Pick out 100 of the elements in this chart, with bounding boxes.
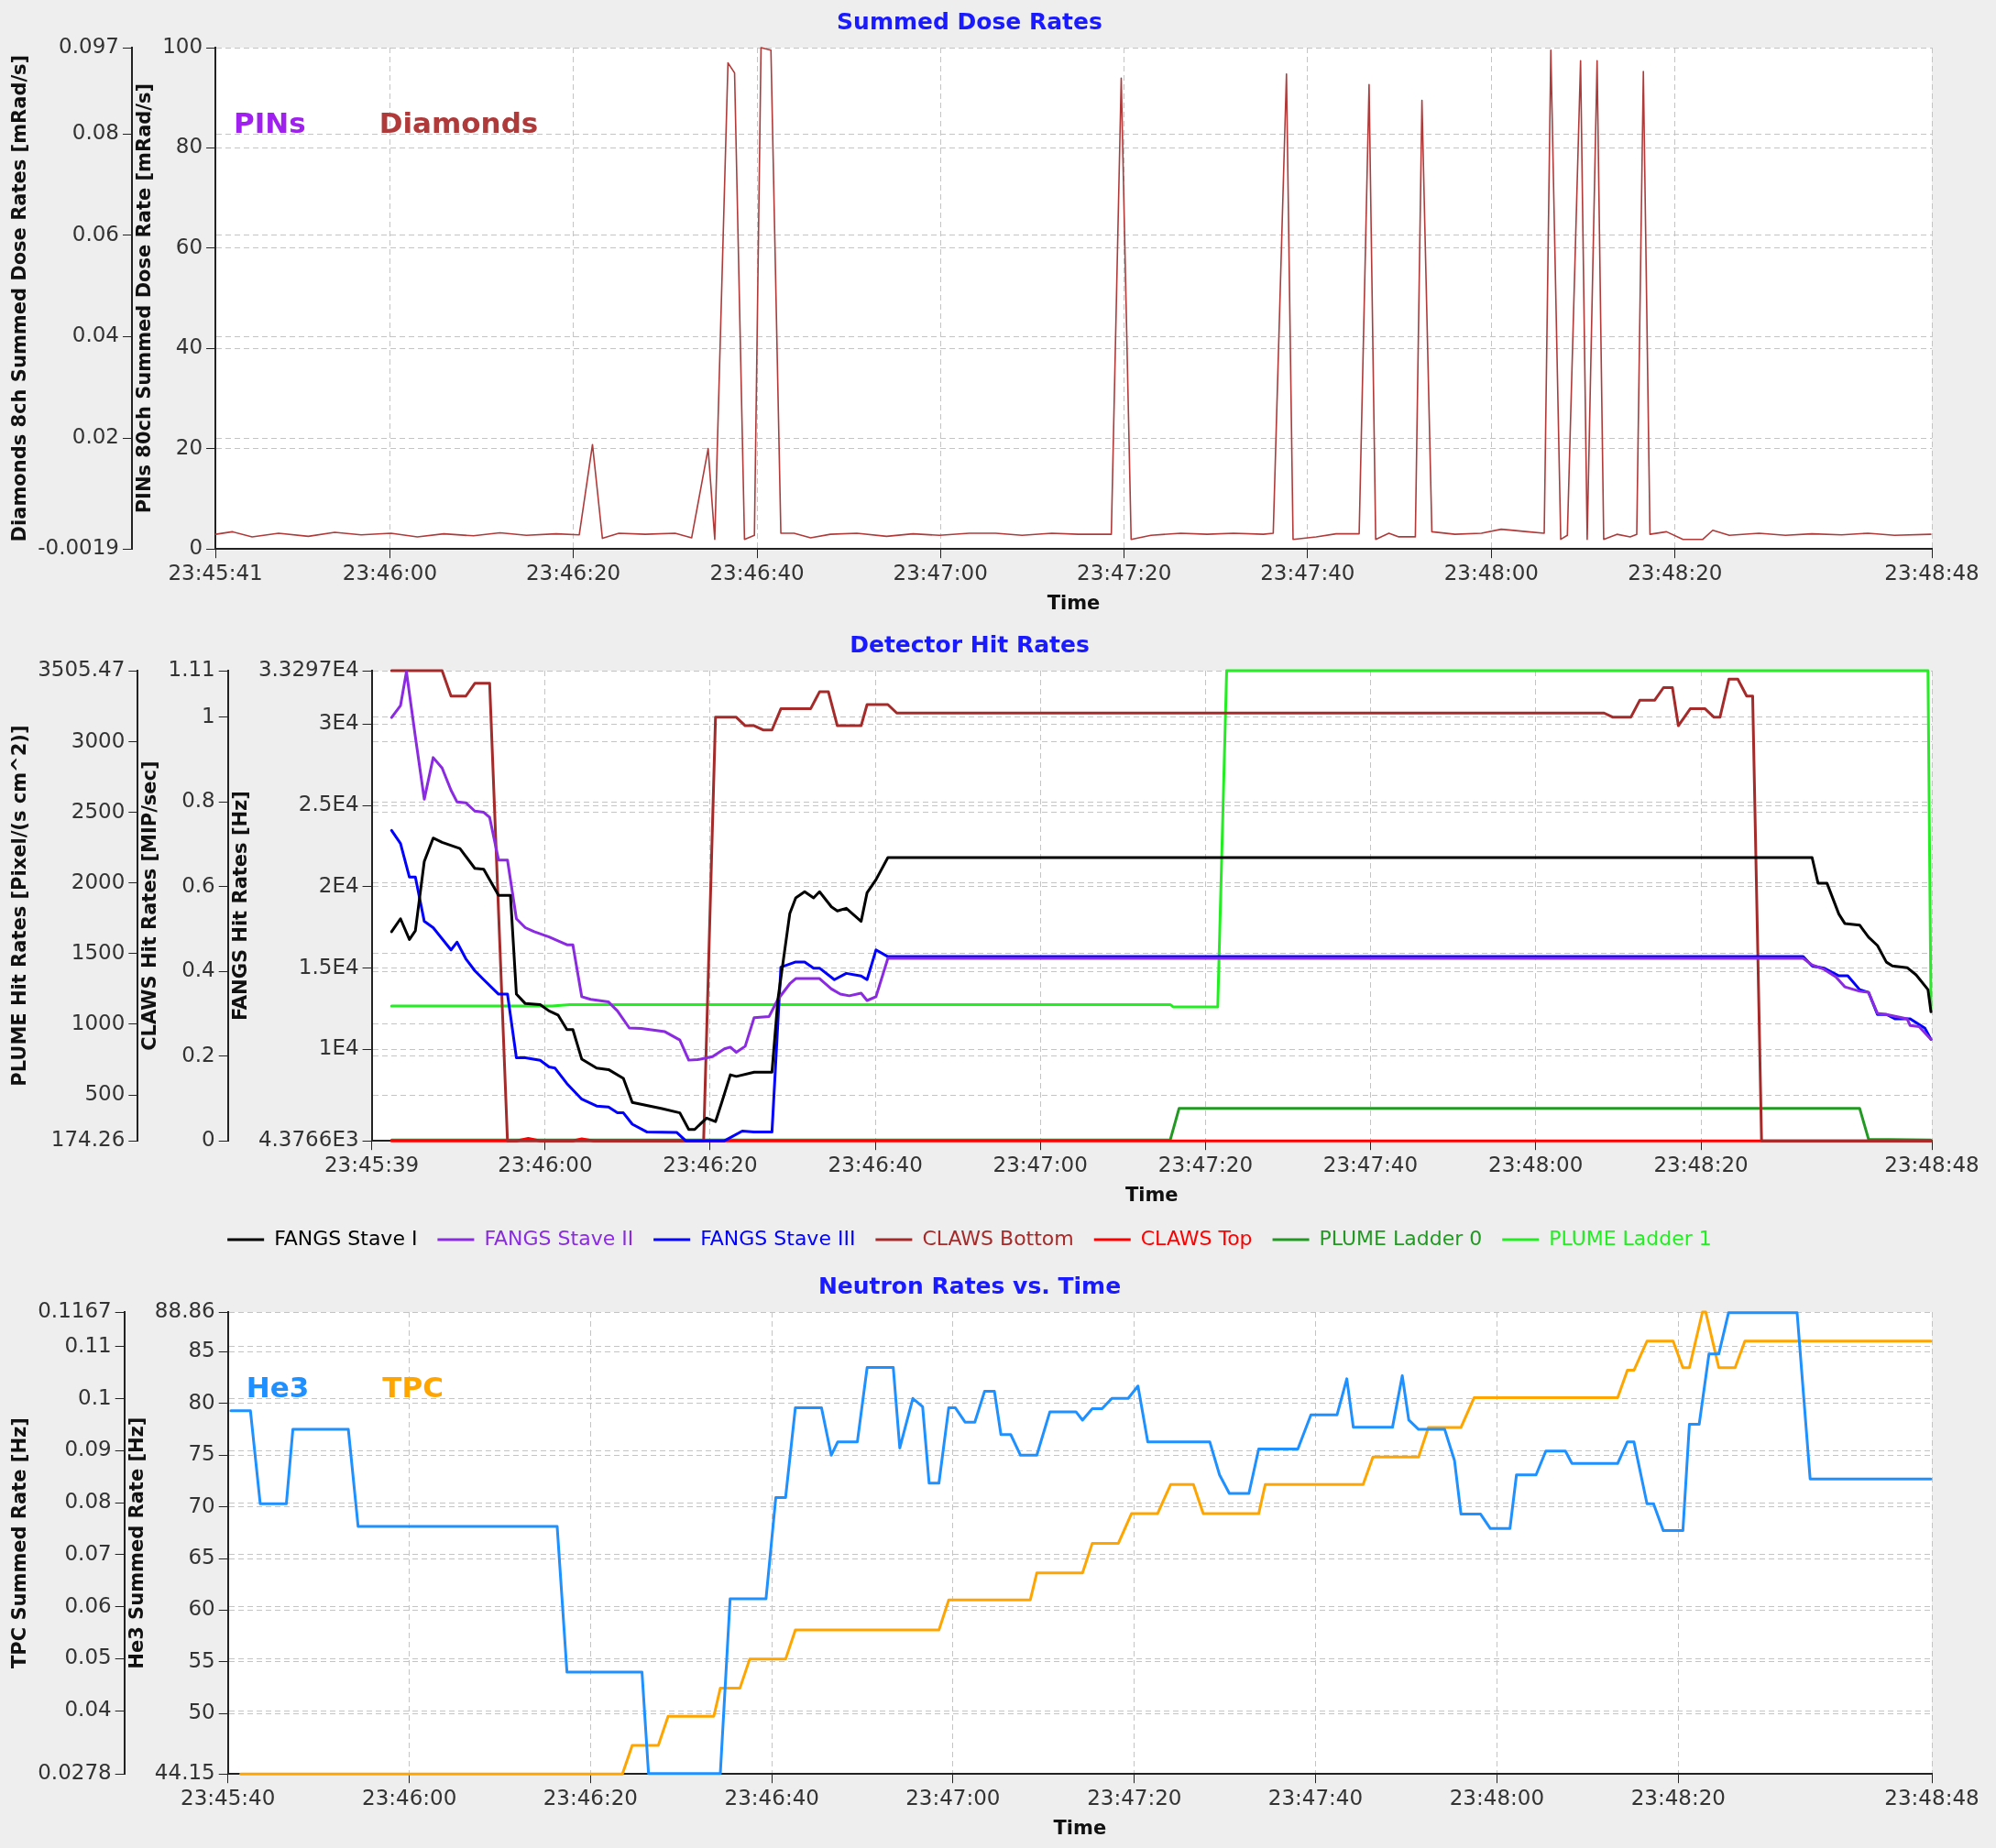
y-tick-label: 0.08 [71,120,119,145]
y2-tick-label: 0.6 [181,872,215,897]
x-tick-label: 23:45:40 [181,1785,276,1810]
y-tick-label: 0.04 [64,1696,112,1721]
y2-tick-label: 20 [175,434,203,459]
x-tick-label: 23:48:00 [1488,1152,1584,1176]
chart-title: Detector Hit Rates [850,630,1090,658]
y-tick-label: 0.0278 [38,1760,112,1785]
y3-tick-label: 1E4 [318,1035,359,1060]
x-tick-label: 23:46:40 [828,1152,923,1176]
y-tick-label: 0.06 [64,1592,112,1617]
y2-tick-label: 75 [188,1441,215,1466]
x-tick-label: 23:48:00 [1449,1785,1545,1810]
legend-label: CLAWS Bottom [922,1226,1074,1250]
y-tick-label: 2000 [71,869,126,893]
x-tick-label: 23:46:20 [525,560,621,585]
text: TPC [382,1371,444,1405]
x-tick-label: 23:48:20 [1653,1152,1749,1176]
y-tick-label: 0.07 [64,1540,112,1565]
y2-tick-label: 1.11 [168,656,215,681]
x-tick-label: 23:45:41 [168,560,263,585]
y3-tick-label: 3E4 [318,710,359,735]
x-axis-title: Time [1047,591,1101,614]
y-tick-label: 2500 [71,798,126,823]
y3-tick-label: 4.3766E3 [258,1127,359,1152]
y2-tick-label: 50 [188,1700,215,1724]
y2-tick-label: 0.4 [181,957,215,982]
x-tick-label: 23:47:20 [1077,560,1172,585]
y2-tick-label: 60 [175,234,203,258]
text: Diamonds [378,106,539,140]
y-axis-title: TPC Summed Rate [Hz] [8,1417,31,1668]
y2-tick-label: 65 [188,1545,215,1569]
y3-tick-label: 2E4 [318,872,359,897]
y3-axis-title: FANGS Hit Rates [Hz] [228,791,251,1022]
y2-tick-label: 0.8 [181,788,215,813]
x-tick-label: 23:46:20 [663,1152,758,1176]
x-tick-label: 23:48:48 [1884,560,1980,585]
y2-tick-label: 100 [162,33,203,58]
y-axis-title: Diamonds 8ch Summed Dose Rates [mRad/s] [8,54,31,542]
chart-title: Summed Dose Rates [837,7,1102,35]
legend-label: FANGS Stave II [484,1226,634,1250]
y-tick-label: 0.1 [78,1384,112,1409]
x-tick-label: 23:46:40 [709,560,805,585]
x-tick-label: 23:46:40 [724,1785,819,1810]
y2-axis-title: CLAWS Hit Rates [MIP/sec] [138,760,161,1051]
y2-tick-label: 80 [175,134,203,159]
legend-label: FANGS Stave III [700,1226,856,1250]
y-tick-label: 0.09 [64,1437,112,1461]
y2-tick-label: 70 [188,1493,215,1517]
y-tick-label: 0.05 [64,1645,112,1669]
x-tick-label: 23:46:20 [543,1785,638,1810]
y-tick-label: -0.0019 [38,535,119,560]
y2-tick-label: 85 [188,1338,215,1362]
y2-tick-label: 60 [188,1596,215,1621]
legend-label: CLAWS Top [1140,1226,1253,1250]
y-axis-title: PLUME Hit Rates [Pixel/(s cm^2)] [8,725,31,1087]
x-tick-label: 23:45:39 [324,1152,420,1176]
x-tick-label: 23:48:48 [1884,1785,1980,1810]
y-tick-label: 3505.47 [38,656,126,681]
y3-tick-label: 3.3297E4 [258,656,359,681]
y-tick-label: 0.02 [71,424,119,448]
y3-tick-label: 1.5E4 [298,954,359,979]
x-tick-label: 23:47:20 [1087,1785,1182,1810]
y2-tick-label: 44.15 [154,1760,215,1785]
y-tick-label: 0.04 [71,323,119,347]
x-tick-label: 23:47:20 [1157,1152,1254,1176]
x-tick-label: 23:47:00 [893,560,988,585]
y-tick-label: 0.06 [71,221,119,246]
y2-tick-label: 88.86 [154,1297,215,1322]
y2-tick-label: 55 [188,1647,215,1672]
x-tick-label: 23:48:20 [1630,1785,1727,1810]
legend-label: PLUME Ladder 0 [1319,1226,1483,1250]
x-tick-label: 23:47:00 [993,1152,1088,1176]
y2-tick-label: 80 [188,1389,215,1414]
y2-tick-label: 40 [175,334,203,359]
x-tick-label: 23:46:00 [362,1785,457,1810]
x-axis-title: Time [1053,1816,1107,1839]
y2-axis-title: PINs 80ch Summed Dose Rate [mRad/s] [133,82,156,514]
y-tick-label: 1500 [71,939,126,964]
x-axis-title: Time [1124,1183,1179,1206]
legend-label: FANGS Stave I [274,1226,418,1250]
y2-tick-label: 0.2 [181,1042,215,1066]
legend-label: PINs [234,106,306,140]
y2-tick-label: 0 [202,1127,215,1152]
x-tick-label: 23:46:00 [342,560,438,585]
x-tick-label: 23:47:40 [1260,560,1355,585]
x-tick-label: 23:48:00 [1443,560,1539,585]
y3-tick-label: 2.5E4 [298,792,359,816]
y-tick-label: 0.1167 [38,1297,112,1322]
y-tick-label: 174.26 [50,1127,126,1152]
y2-tick-label: 0 [189,535,203,560]
x-tick-label: 23:47:00 [905,1785,1001,1810]
x-tick-label: 23:46:00 [498,1152,593,1176]
y-tick-label: 500 [84,1080,126,1105]
x-tick-label: 23:47:40 [1267,1785,1364,1810]
y-tick-label: 0.097 [59,33,119,58]
y-tick-label: 3000 [71,727,126,752]
x-tick-label: 23:47:40 [1322,1152,1419,1176]
x-tick-label: 23:48:20 [1628,560,1723,585]
y2-axis-title: He3 Summed Rate [Hz] [125,1416,148,1669]
